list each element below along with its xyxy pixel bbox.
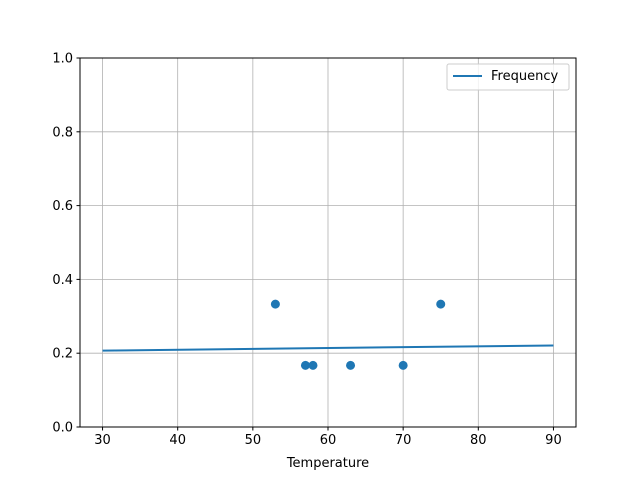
legend: Frequency (446, 63, 570, 91)
data-point (436, 299, 446, 309)
y-tick-label: 0.8 (52, 125, 73, 140)
y-tick-label: 0.6 (52, 199, 73, 214)
x-axis-label: Temperature (286, 456, 369, 471)
x-tick-label: 30 (94, 433, 111, 448)
y-tick-label: 0.2 (52, 347, 73, 362)
x-tick-label: 80 (470, 433, 487, 448)
data-point (308, 360, 318, 370)
data-point (398, 360, 408, 370)
data-point (300, 360, 310, 370)
data-point (270, 299, 280, 309)
legend-label-frequency: Frequency (491, 69, 558, 84)
ticks: 30 40 50 60 70 80 90 0.0 0.2 0.4 0.6 0.8 1.0 (52, 52, 561, 449)
x-tick-label: 90 (545, 433, 562, 448)
grid (80, 57, 576, 428)
x-tick-label: 40 (169, 433, 186, 448)
data-point (346, 360, 356, 370)
x-tick-label: 70 (395, 433, 412, 448)
series-layer (102, 299, 554, 370)
x-tick-label: 50 (245, 433, 262, 448)
y-tick-label: 0.0 (52, 421, 73, 436)
y-tick-label: 1.0 (52, 52, 73, 67)
legend-box (446, 63, 570, 91)
y-tick-label: 0.4 (52, 273, 73, 288)
frequency-line (102, 344, 554, 352)
x-tick-label: 60 (320, 433, 337, 448)
